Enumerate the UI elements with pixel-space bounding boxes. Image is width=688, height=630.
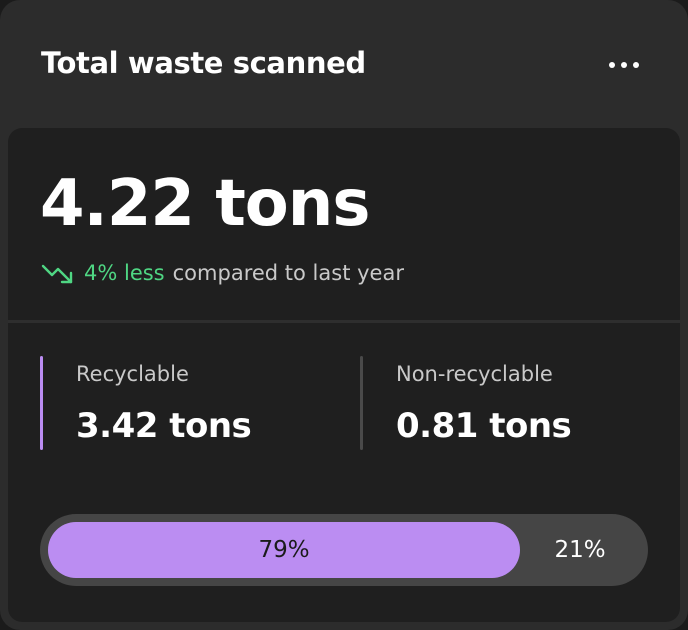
trend-row: 4% less compared to last year: [40, 260, 404, 286]
trending-down-icon: [41, 264, 73, 284]
non-recyclable-color-bar: [360, 356, 363, 450]
more-horizontal-icon: [609, 62, 615, 68]
more-options-button[interactable]: [598, 50, 650, 80]
more-horizontal-icon-dot: [633, 62, 639, 68]
card-title: Total waste scanned: [41, 46, 366, 80]
recyclable-label: Recyclable: [76, 362, 189, 386]
more-horizontal-icon-dot: [621, 62, 627, 68]
non-recyclable-label: Non-recyclable: [396, 362, 553, 386]
recyclable-color-bar: [40, 356, 43, 450]
recyclable-progress-fill: 79%: [48, 522, 520, 578]
non-recyclable-value: 0.81 tons: [396, 406, 572, 446]
stats-panel: 4.22 tons 4% less compared to last year …: [8, 128, 680, 622]
trend-value: 4% less: [84, 261, 165, 285]
trend-text: compared to last year: [172, 261, 404, 285]
recyclable-value: 3.42 tons: [76, 406, 252, 446]
recycling-progress-bar: 79% 21%: [40, 514, 648, 586]
divider: [8, 320, 680, 323]
total-tons: 4.22 tons: [40, 167, 370, 241]
non-recyclable-progress-label: 21%: [554, 537, 606, 563]
